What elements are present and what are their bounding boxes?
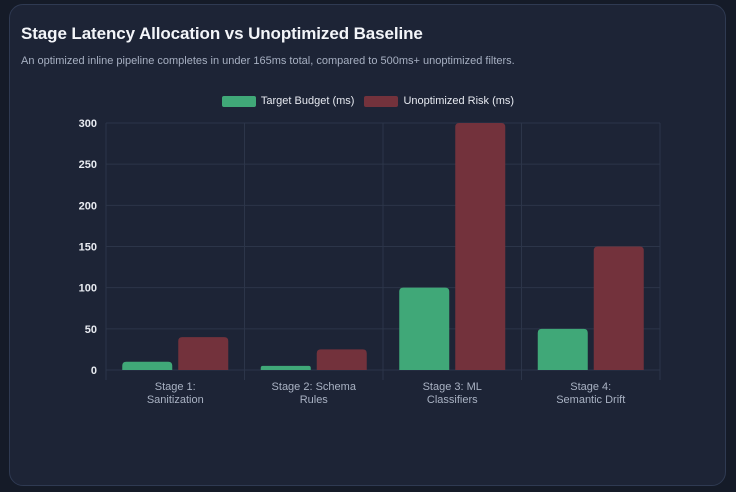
x-tick-label: Stage 4: Semantic Drift — [556, 381, 625, 406]
x-tick-label: Stage 1: Sanitization — [147, 381, 204, 406]
bar-target-budget — [399, 287, 450, 370]
x-tick-label: Stage 2: Schema Rules — [272, 381, 357, 406]
bar-target-budget — [260, 365, 311, 370]
y-tick-label: 300 — [79, 118, 97, 130]
bar-unoptimized-risk — [455, 123, 506, 370]
y-tick-label: 50 — [85, 324, 97, 336]
y-tick-label: 150 — [79, 242, 97, 254]
legend-swatch-risk — [364, 95, 399, 107]
bar-unoptimized-risk — [316, 349, 367, 370]
chart-legend: Target Budget (ms) Unoptimized Risk (ms) — [0, 95, 736, 107]
chart-subtitle: An optimized inline pipeline completes i… — [21, 55, 515, 67]
legend-label-risk: Unoptimized Risk (ms) — [403, 95, 515, 107]
legend-item-risk[interactable]: Unoptimized Risk (ms) — [364, 95, 514, 107]
legend-label-target: Target Budget (ms) — [260, 95, 355, 107]
bar-target-budget — [537, 328, 588, 370]
legend-item-target[interactable]: Target Budget (ms) — [221, 95, 355, 107]
chart-card — [9, 4, 726, 486]
y-tick-label: 200 — [79, 200, 97, 212]
y-tick-label: 0 — [91, 365, 97, 377]
y-tick-label: 250 — [79, 159, 97, 171]
bar-unoptimized-risk — [178, 337, 229, 370]
legend-swatch-target — [221, 95, 256, 107]
bar-target-budget — [122, 361, 173, 370]
bar-unoptimized-risk — [593, 246, 644, 370]
chart-title: Stage Latency Allocation vs Unoptimized … — [21, 24, 423, 43]
x-tick-label: Stage 3: ML Classifiers — [423, 381, 482, 406]
y-tick-label: 100 — [79, 283, 97, 295]
